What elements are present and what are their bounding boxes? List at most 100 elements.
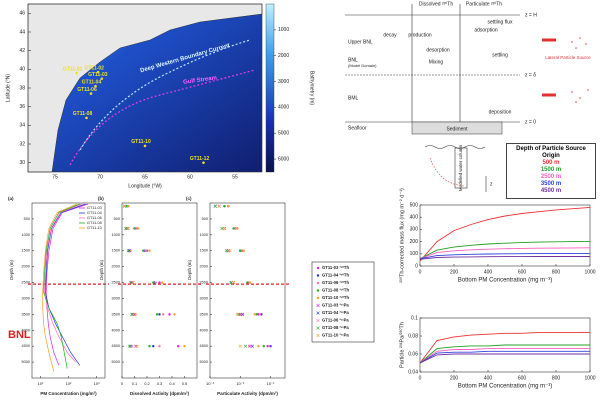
legend-label: GT11-08 ²³¹Pa [322,325,349,330]
marker [130,344,134,348]
legend-frame [311,261,375,343]
station [85,116,88,120]
x-tick-label: 600 [518,375,527,381]
marker [134,344,138,348]
x-tick-label: 60 [187,174,193,180]
y-tick-label: 300 [410,227,419,233]
marker [162,313,165,316]
x-axis-label: Bottom PM Concentration (mg m⁻³) [458,278,553,284]
station [143,144,147,148]
legend-swatch [316,281,320,285]
y-tick-label: 46 [19,11,25,17]
x-axis-label: Bottom PM Concentration (mg m⁻³) [458,384,553,390]
diagram-text: Seafloor [348,125,367,131]
y-tick-label: 400 [410,215,419,221]
current-label: Gulf Stream [183,75,218,86]
x-tick-label: 10⁻³ [206,381,215,386]
y-tick-label: 500 [24,217,30,221]
gulf-stream-arrow [69,69,256,166]
sediment-box [411,121,503,135]
marker [152,281,155,284]
y-tick-label: 200 [410,239,419,245]
x-tick-label: 800 [552,269,561,275]
station [89,92,93,95]
y-tick-label: 40 [19,67,25,73]
legend-label: GT11-08 [87,221,102,225]
station-label: GT11-08 [73,111,93,117]
station-label: GT11-10 [131,139,151,145]
marker [267,344,271,348]
legend-label: GT11-06 ²³¹Pa [322,318,349,323]
marker [228,249,232,253]
marker [126,249,130,253]
marker [253,313,256,316]
legend-swatch [316,326,320,330]
marker [248,281,252,284]
arrow [542,38,556,97]
legend-label: GT11-10 [87,226,102,230]
y-tick-label: 0 [415,263,418,269]
column-label: Modelled water column [458,144,463,191]
legend-swatch [316,266,320,270]
y-tick-label: 4000 [200,328,208,332]
y-tick-label: 4500 [112,344,120,348]
diagram-text: Sediment [446,126,468,132]
line [419,353,590,364]
legend-label: GT11-03 ²³¹Pa [322,303,349,308]
y-tick-label: 1500 [200,249,208,253]
diagram-text: desorption [426,47,450,53]
legend-label: GT11-10 ²³¹Pa [322,333,349,338]
diagram-text: Dissolved ²³⁰Th [419,1,453,7]
diagram-text: BML [348,95,359,101]
bnl-label: BNL [8,329,31,341]
y-axis-label: ²³⁰Th-corrected mass flux (mg m⁻² d⁻¹) [398,188,405,283]
marker [213,204,217,208]
station [94,84,97,88]
station-label: GT11-06 [77,87,97,93]
y-tick-label: 2500 [22,281,30,285]
legend-entry: 3500 m [540,181,562,187]
station-label: GT11-02 [84,65,104,71]
marker [133,227,136,230]
x-tick-label: 10² [66,381,72,386]
y-tick-label: 0.08 [408,333,418,339]
marker [129,344,133,348]
diagram-text: Lateral Particle Source [545,55,591,60]
diagram-text: Mixing [429,59,444,65]
diagram-text: settling [492,52,508,58]
x-axis-label: Particulate Activity (dpm/m³) [217,391,278,396]
x-tick-label: 1000 [584,375,595,381]
marker [127,344,132,348]
legend-swatch [316,296,320,300]
colorbar-tick-label: 3000 [278,79,289,85]
source-legend: Depth of Particle Source Origin 500 m 150… [506,143,596,199]
line [419,348,590,364]
profile-line [42,203,78,372]
station [100,77,104,80]
marker [129,280,133,285]
marker [126,226,130,231]
marker [122,204,127,208]
colorbar-label: Bathymetry (m) [309,71,315,106]
diagram-text: adsorption [474,27,498,33]
y-tick-label: 4500 [200,344,208,348]
marker [129,249,133,253]
x-tick-label: 0.5 [182,381,188,386]
marker [158,313,161,316]
y-tick-label: 0.04 [408,369,418,375]
panel-title: (a) [8,196,14,201]
marker [217,204,221,208]
marker [247,344,252,348]
legend-entry: 500 m [542,160,560,166]
y-tick-label: 1500 [22,249,30,253]
marker [148,344,151,348]
legend-entry: 1500 m [540,167,562,173]
marker [236,227,239,230]
marker [258,313,262,316]
colorbar-tick-label: 5000 [278,131,289,137]
panel-title: (b) [98,196,104,201]
y-tick-label: 3000 [112,296,120,300]
legend-entry: 4500 m [540,188,562,194]
